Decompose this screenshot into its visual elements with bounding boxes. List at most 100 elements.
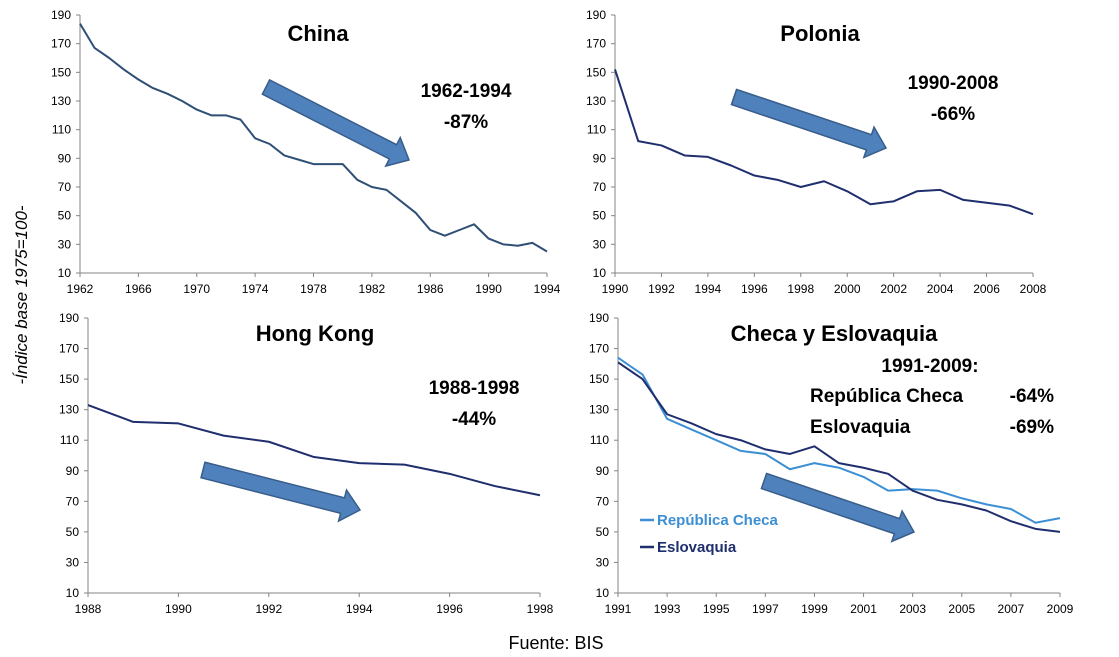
y-tick-label: 70 [593,180,607,194]
y-tick-label: 110 [60,433,79,447]
annotation-text: -69% [1010,417,1054,438]
chart-title: China [287,21,349,46]
y-tick-label: 130 [51,94,71,108]
legend-label: Eslovaquia [657,539,737,556]
y-tick-label: 90 [593,151,607,165]
trend-arrow [730,88,888,159]
y-tick-label: 70 [58,180,72,194]
y-tick-label: 150 [586,65,606,79]
x-tick-label: 1990 [602,282,629,296]
annotation-text: -44% [452,409,496,430]
y-tick-label: 50 [593,209,607,223]
y-tick-label: 50 [596,525,610,539]
x-tick-label: 1993 [654,602,681,616]
x-tick-label: 1992 [255,602,282,616]
x-tick-label: 1990 [475,282,502,296]
x-tick-label: 2002 [880,282,907,296]
y-tick-label: 10 [596,586,610,600]
y-tick-label: 50 [58,209,72,223]
x-tick-label: 1999 [801,602,828,616]
y-tick-label: 10 [58,266,72,280]
x-tick-label: 1990 [165,602,192,616]
series-line-1 [79,23,548,253]
x-tick-label: 2008 [1020,282,1047,296]
y-tick-label: 30 [593,237,607,251]
y-tick-label: 10 [593,266,607,280]
x-tick-label: 1974 [242,282,269,296]
x-tick-label: 1996 [741,282,768,296]
x-tick-label: 1978 [300,282,327,296]
y-tick-label: 170 [589,342,609,356]
y-tick-label: 190 [586,8,606,22]
annotation-text: 1991-2009: [881,356,978,377]
legend-label: República Checa [657,512,779,529]
y-tick-label: 130 [586,94,606,108]
y-tick-label: 190 [59,311,79,325]
x-tick-label: 1994 [534,282,561,296]
y-tick-label: 90 [596,464,610,478]
annotation-text: 1990-2008 [908,73,999,94]
x-tick-label: 1998 [527,602,554,616]
panel-4: 10 30 50 70 90 110 130 150 170 190 1991 1993 1995 199… [589,311,1074,616]
x-tick-label: 2000 [834,282,861,296]
x-tick-label: 2006 [973,282,1000,296]
panel-3: 10 30 50 70 90 110 130 150 170 190 1988 1990 1992 199… [59,311,554,616]
y-tick-label: 70 [66,494,80,508]
source-note: Fuente: BIS [508,633,603,653]
annotation-text: Eslovaquia [810,417,911,438]
x-tick-label: 2007 [998,602,1025,616]
x-tick-label: 1995 [703,602,730,616]
y-tick-label: 150 [59,372,79,386]
x-tick-label: 1988 [75,602,102,616]
trend-arrow [760,472,916,543]
y-tick-label: 10 [66,586,80,600]
x-tick-label: 1996 [436,602,463,616]
y-tick-label: 90 [66,464,80,478]
x-tick-label: 2009 [1047,602,1074,616]
x-tick-label: 2001 [850,602,877,616]
x-tick-label: 1986 [417,282,444,296]
x-tick-label: 1982 [359,282,386,296]
y-tick-label: 170 [59,342,79,356]
chart-title: Checa y Eslovaquia [731,321,938,346]
x-tick-label: 1992 [648,282,675,296]
series-line-1 [617,356,1061,524]
series-line-1 [614,69,1034,216]
chart-title: Polonia [780,21,860,46]
y-tick-label: 150 [589,372,609,386]
panel-1: 10 30 50 70 90 110 130 150 170 190 1962 1966 1970 197… [51,8,561,296]
y-tick-label: 30 [66,555,80,569]
x-tick-label: 2003 [899,602,926,616]
annotation-text: 1988-1998 [429,378,520,399]
panel-2: 10 30 50 70 90 110 130 150 170 190 1990 1992 1994 199… [586,8,1047,296]
y-tick-label: 170 [51,37,71,51]
x-tick-label: 1997 [752,602,779,616]
x-tick-label: 1991 [605,602,632,616]
y-tick-label: 190 [589,311,609,325]
y-tick-label: 70 [596,494,610,508]
y-tick-label: 110 [587,123,606,137]
series-line-1 [87,404,541,497]
trend-arrow [261,78,411,168]
x-tick-label: 1966 [125,282,152,296]
y-tick-label: 170 [586,37,606,51]
x-tick-label: 1994 [695,282,722,296]
chart-title: Hong Kong [256,321,375,346]
y-tick-label: 90 [58,151,72,165]
y-tick-label: 50 [66,525,80,539]
y-tick-label: 190 [51,8,71,22]
x-tick-label: 1998 [787,282,814,296]
annotation-text: -87% [444,112,488,133]
y-tick-label: 130 [59,403,79,417]
y-axis-label: -Índice base 1975=100- [12,205,31,384]
x-tick-label: 2004 [927,282,954,296]
x-tick-label: 2005 [948,602,975,616]
annotation-text: -66% [931,104,975,125]
x-tick-label: 1994 [346,602,373,616]
x-tick-label: 1962 [67,282,94,296]
series-line-2 [617,361,1061,533]
annotation-text: 1962-1994 [421,81,512,102]
y-tick-label: 130 [589,403,609,417]
y-tick-label: 30 [596,555,610,569]
